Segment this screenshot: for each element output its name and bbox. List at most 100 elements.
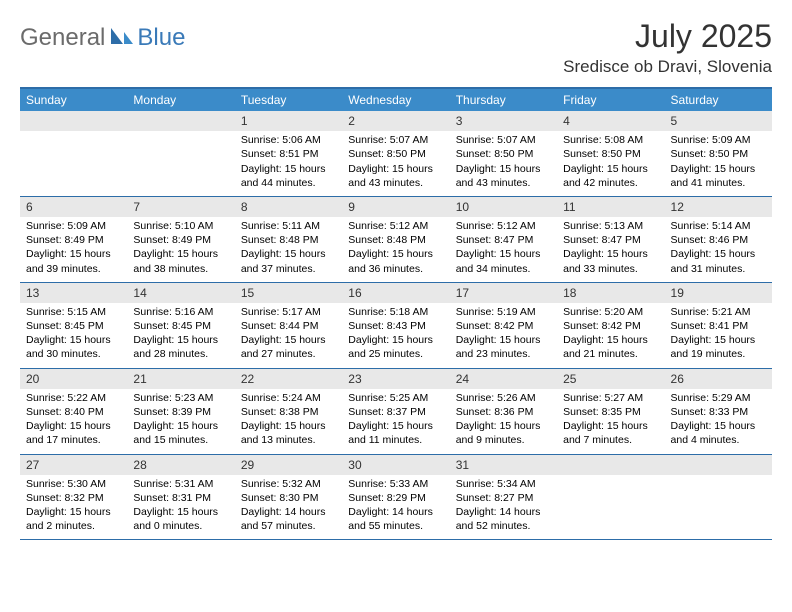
sunset-text: Sunset: 8:41 PM (671, 319, 766, 333)
day-cell: 14Sunrise: 5:16 AMSunset: 8:45 PMDayligh… (127, 283, 234, 368)
day-header-fri: Friday (557, 89, 664, 111)
daylight-text: Daylight: 15 hours and 0 minutes. (133, 505, 228, 533)
day-cell: 18Sunrise: 5:20 AMSunset: 8:42 PMDayligh… (557, 283, 664, 368)
sunrise-text: Sunrise: 5:22 AM (26, 391, 121, 405)
week-row: 6Sunrise: 5:09 AMSunset: 8:49 PMDaylight… (20, 197, 772, 283)
day-body: Sunrise: 5:08 AMSunset: 8:50 PMDaylight:… (557, 131, 664, 196)
daylight-text: Daylight: 15 hours and 25 minutes. (348, 333, 443, 361)
daylight-text: Daylight: 15 hours and 36 minutes. (348, 247, 443, 275)
daylight-text: Daylight: 14 hours and 57 minutes. (241, 505, 336, 533)
sunset-text: Sunset: 8:33 PM (671, 405, 766, 419)
sunrise-text: Sunrise: 5:23 AM (133, 391, 228, 405)
week-row: 13Sunrise: 5:15 AMSunset: 8:45 PMDayligh… (20, 283, 772, 369)
week-row: 27Sunrise: 5:30 AMSunset: 8:32 PMDayligh… (20, 455, 772, 541)
day-cell: 23Sunrise: 5:25 AMSunset: 8:37 PMDayligh… (342, 369, 449, 454)
day-cell: 7Sunrise: 5:10 AMSunset: 8:49 PMDaylight… (127, 197, 234, 282)
day-number: 8 (235, 197, 342, 217)
daylight-text: Daylight: 15 hours and 42 minutes. (563, 162, 658, 190)
day-number: 11 (557, 197, 664, 217)
day-header-sun: Sunday (20, 89, 127, 111)
day-body: Sunrise: 5:30 AMSunset: 8:32 PMDaylight:… (20, 475, 127, 540)
day-number: 18 (557, 283, 664, 303)
day-number (557, 455, 664, 475)
day-number: 23 (342, 369, 449, 389)
daylight-text: Daylight: 15 hours and 19 minutes. (671, 333, 766, 361)
sunset-text: Sunset: 8:38 PM (241, 405, 336, 419)
sunset-text: Sunset: 8:29 PM (348, 491, 443, 505)
sunset-text: Sunset: 8:47 PM (456, 233, 551, 247)
daylight-text: Daylight: 15 hours and 37 minutes. (241, 247, 336, 275)
day-body: Sunrise: 5:19 AMSunset: 8:42 PMDaylight:… (450, 303, 557, 368)
day-body (127, 131, 234, 189)
day-body (557, 475, 664, 533)
day-cell: 27Sunrise: 5:30 AMSunset: 8:32 PMDayligh… (20, 455, 127, 540)
day-number: 22 (235, 369, 342, 389)
daylight-text: Daylight: 15 hours and 23 minutes. (456, 333, 551, 361)
day-cell: 19Sunrise: 5:21 AMSunset: 8:41 PMDayligh… (665, 283, 772, 368)
day-number: 25 (557, 369, 664, 389)
sunrise-text: Sunrise: 5:11 AM (241, 219, 336, 233)
calendar: Sunday Monday Tuesday Wednesday Thursday… (20, 87, 772, 540)
day-body: Sunrise: 5:12 AMSunset: 8:47 PMDaylight:… (450, 217, 557, 282)
day-body: Sunrise: 5:15 AMSunset: 8:45 PMDaylight:… (20, 303, 127, 368)
day-number: 21 (127, 369, 234, 389)
sunrise-text: Sunrise: 5:20 AM (563, 305, 658, 319)
day-cell: 17Sunrise: 5:19 AMSunset: 8:42 PMDayligh… (450, 283, 557, 368)
daylight-text: Daylight: 15 hours and 38 minutes. (133, 247, 228, 275)
day-cell: 12Sunrise: 5:14 AMSunset: 8:46 PMDayligh… (665, 197, 772, 282)
sunrise-text: Sunrise: 5:17 AM (241, 305, 336, 319)
day-body: Sunrise: 5:31 AMSunset: 8:31 PMDaylight:… (127, 475, 234, 540)
sunset-text: Sunset: 8:49 PM (26, 233, 121, 247)
day-cell: 28Sunrise: 5:31 AMSunset: 8:31 PMDayligh… (127, 455, 234, 540)
sunset-text: Sunset: 8:37 PM (348, 405, 443, 419)
sunset-text: Sunset: 8:42 PM (456, 319, 551, 333)
day-cell (20, 111, 127, 196)
sunset-text: Sunset: 8:30 PM (241, 491, 336, 505)
sunset-text: Sunset: 8:36 PM (456, 405, 551, 419)
sunrise-text: Sunrise: 5:34 AM (456, 477, 551, 491)
day-number: 14 (127, 283, 234, 303)
day-number: 16 (342, 283, 449, 303)
day-cell: 25Sunrise: 5:27 AMSunset: 8:35 PMDayligh… (557, 369, 664, 454)
day-cell: 6Sunrise: 5:09 AMSunset: 8:49 PMDaylight… (20, 197, 127, 282)
daylight-text: Daylight: 14 hours and 52 minutes. (456, 505, 551, 533)
day-number: 20 (20, 369, 127, 389)
day-number: 19 (665, 283, 772, 303)
day-number: 27 (20, 455, 127, 475)
day-number: 17 (450, 283, 557, 303)
day-number: 6 (20, 197, 127, 217)
sunrise-text: Sunrise: 5:25 AM (348, 391, 443, 405)
sunset-text: Sunset: 8:39 PM (133, 405, 228, 419)
daylight-text: Daylight: 15 hours and 39 minutes. (26, 247, 121, 275)
day-header-wed: Wednesday (342, 89, 449, 111)
sunrise-text: Sunrise: 5:19 AM (456, 305, 551, 319)
daylight-text: Daylight: 15 hours and 34 minutes. (456, 247, 551, 275)
daylight-text: Daylight: 15 hours and 43 minutes. (348, 162, 443, 190)
day-body: Sunrise: 5:14 AMSunset: 8:46 PMDaylight:… (665, 217, 772, 282)
day-header-tue: Tuesday (235, 89, 342, 111)
daylight-text: Daylight: 15 hours and 13 minutes. (241, 419, 336, 447)
sunrise-text: Sunrise: 5:26 AM (456, 391, 551, 405)
sunset-text: Sunset: 8:40 PM (26, 405, 121, 419)
sunrise-text: Sunrise: 5:24 AM (241, 391, 336, 405)
day-body: Sunrise: 5:23 AMSunset: 8:39 PMDaylight:… (127, 389, 234, 454)
day-body: Sunrise: 5:27 AMSunset: 8:35 PMDaylight:… (557, 389, 664, 454)
day-number: 5 (665, 111, 772, 131)
day-body: Sunrise: 5:21 AMSunset: 8:41 PMDaylight:… (665, 303, 772, 368)
day-body: Sunrise: 5:25 AMSunset: 8:37 PMDaylight:… (342, 389, 449, 454)
sunrise-text: Sunrise: 5:07 AM (456, 133, 551, 147)
day-body: Sunrise: 5:33 AMSunset: 8:29 PMDaylight:… (342, 475, 449, 540)
day-cell: 26Sunrise: 5:29 AMSunset: 8:33 PMDayligh… (665, 369, 772, 454)
daylight-text: Daylight: 15 hours and 31 minutes. (671, 247, 766, 275)
day-number: 15 (235, 283, 342, 303)
sunrise-text: Sunrise: 5:29 AM (671, 391, 766, 405)
day-number (127, 111, 234, 131)
day-number: 2 (342, 111, 449, 131)
title-block: July 2025 Sredisce ob Dravi, Slovenia (563, 18, 772, 77)
day-cell: 11Sunrise: 5:13 AMSunset: 8:47 PMDayligh… (557, 197, 664, 282)
sunset-text: Sunset: 8:43 PM (348, 319, 443, 333)
daylight-text: Daylight: 15 hours and 11 minutes. (348, 419, 443, 447)
day-body: Sunrise: 5:34 AMSunset: 8:27 PMDaylight:… (450, 475, 557, 540)
day-cell: 10Sunrise: 5:12 AMSunset: 8:47 PMDayligh… (450, 197, 557, 282)
day-number: 24 (450, 369, 557, 389)
